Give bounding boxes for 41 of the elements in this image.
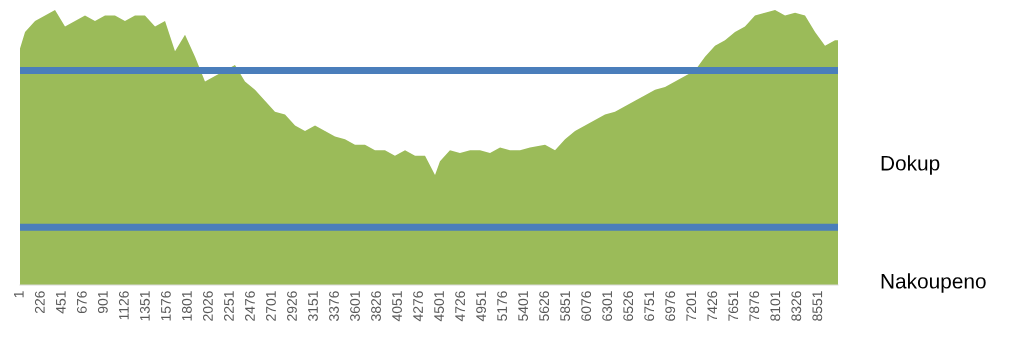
x-tick-label: 6976	[665, 291, 676, 321]
x-tick-label: 1576	[160, 291, 171, 321]
x-tick-label: 4951	[476, 291, 487, 322]
x-tick-label: 4276	[413, 291, 423, 322]
x-tick-label: 226	[34, 291, 45, 314]
x-tick-label: 5401	[518, 291, 529, 321]
x-tick-label: 4501	[434, 291, 444, 322]
x-tick-label: 2251	[224, 291, 234, 321]
x-tick-label: 451	[56, 291, 66, 314]
x-tick-label: 6526	[623, 291, 634, 321]
x-tick-label: 1126	[118, 291, 129, 320]
x-tick-label: 7426	[707, 291, 718, 321]
text: Nakoupeno	[881, 273, 986, 293]
x-tick-label: 6076	[581, 291, 592, 321]
x-tick-label: 7651	[728, 291, 739, 321]
x-tick-label: 1351	[139, 291, 150, 321]
x-tick-label: 4726	[455, 291, 465, 322]
x-tick-label: 3601	[350, 291, 360, 321]
x-tick-label: 2926	[287, 291, 297, 321]
text: Dokup	[881, 155, 940, 175]
x-tick-label: 7876	[749, 291, 760, 321]
x-tick-label: 2026	[203, 291, 213, 321]
x-tick-label: 901	[97, 291, 108, 314]
x-tick-label: 8326	[791, 291, 802, 321]
x-tick-label: 8101	[770, 291, 781, 321]
x-tick-label: 2476	[245, 291, 255, 321]
x-tick-label: 8551	[812, 291, 823, 321]
x-tick-label: 676	[76, 291, 87, 314]
x-tick-label: 3376	[329, 291, 339, 321]
x-tick-label: 6301	[602, 291, 613, 321]
x-tick-label: 4051	[392, 291, 402, 322]
x-tick-label: 5176	[497, 291, 508, 321]
x-tick-label: 7201	[686, 291, 697, 321]
x-tick-label: 5626	[539, 291, 550, 321]
x-tick-label: 2701	[266, 291, 276, 321]
x-tick-label: 5851	[560, 291, 571, 321]
x-tick-label: 6751	[644, 291, 655, 321]
x-tick-label: 3826	[371, 291, 381, 321]
x-tick-label: 1	[14, 291, 24, 298]
x-tick-label: 3151	[308, 291, 318, 321]
x-tick-label: 1801	[181, 291, 192, 321]
